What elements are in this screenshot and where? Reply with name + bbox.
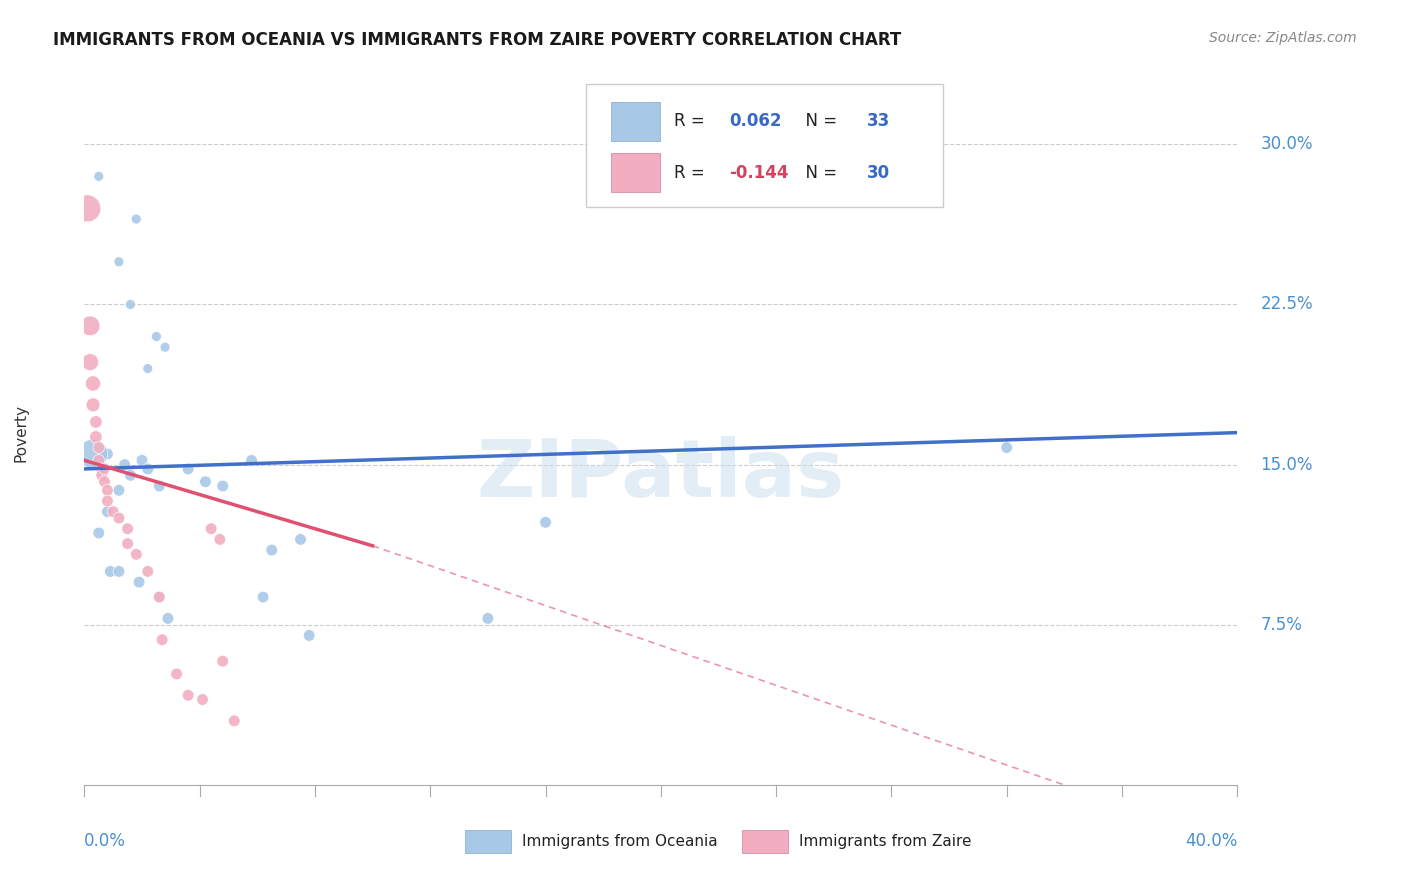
Point <box>93 462 115 476</box>
Text: R =: R = <box>673 164 710 182</box>
Point <box>995 441 1018 455</box>
Point <box>117 536 139 550</box>
Point <box>87 526 110 541</box>
Text: IMMIGRANTS FROM OCEANIA VS IMMIGRANTS FROM ZAIRE POVERTY CORRELATION CHART: IMMIGRANTS FROM OCEANIA VS IMMIGRANTS FR… <box>53 31 901 49</box>
Point <box>120 468 142 483</box>
Text: N =: N = <box>794 112 842 130</box>
Text: Immigrants from Zaire: Immigrants from Zaire <box>799 834 972 849</box>
Point <box>87 169 110 184</box>
Point <box>166 667 188 681</box>
Text: 7.5%: 7.5% <box>1260 615 1302 634</box>
Point <box>148 479 170 493</box>
Point <box>252 590 274 604</box>
Point <box>145 329 167 343</box>
Text: N =: N = <box>794 164 842 182</box>
Point <box>477 611 499 625</box>
Point <box>96 494 118 508</box>
Point <box>136 565 159 579</box>
Text: 15.0%: 15.0% <box>1260 456 1313 474</box>
Point <box>148 590 170 604</box>
Point <box>211 654 233 668</box>
Point <box>114 458 136 472</box>
Point <box>82 398 104 412</box>
Point <box>211 479 233 493</box>
Point <box>208 533 231 547</box>
Point <box>82 447 104 461</box>
Point <box>125 212 148 227</box>
Point <box>534 516 557 530</box>
Point <box>93 475 115 489</box>
Point <box>148 590 170 604</box>
Point <box>108 511 131 525</box>
Point <box>177 462 200 476</box>
Point <box>128 575 150 590</box>
FancyBboxPatch shape <box>612 153 659 192</box>
Point <box>90 462 112 476</box>
Point <box>194 475 217 489</box>
Point <box>87 441 110 455</box>
Point <box>103 505 124 519</box>
Point <box>224 714 246 728</box>
Point <box>96 483 118 498</box>
Point <box>136 462 159 476</box>
Text: 22.5%: 22.5% <box>1260 295 1313 313</box>
Point <box>82 376 104 391</box>
FancyBboxPatch shape <box>465 830 510 853</box>
Point <box>76 202 98 216</box>
Point <box>96 447 118 461</box>
Point <box>98 565 121 579</box>
Point <box>79 318 101 333</box>
Point <box>79 355 101 369</box>
Point <box>200 522 222 536</box>
Point <box>96 505 118 519</box>
Point <box>90 468 112 483</box>
Point <box>84 430 107 444</box>
Text: Poverty: Poverty <box>14 403 28 462</box>
Point <box>108 565 131 579</box>
Text: R =: R = <box>673 112 710 130</box>
Point <box>136 361 159 376</box>
Point <box>131 453 153 467</box>
Point <box>260 543 283 558</box>
Text: 33: 33 <box>868 112 890 130</box>
Text: Source: ZipAtlas.com: Source: ZipAtlas.com <box>1209 31 1357 45</box>
Point <box>240 453 263 467</box>
Point <box>191 692 214 706</box>
Point <box>290 533 312 547</box>
Point <box>156 611 179 625</box>
Point <box>177 688 200 702</box>
Point <box>120 297 142 311</box>
Point <box>153 340 176 354</box>
FancyBboxPatch shape <box>741 830 787 853</box>
Text: 0.0%: 0.0% <box>84 832 127 850</box>
Text: 30: 30 <box>868 164 890 182</box>
Text: ZIPatlas: ZIPatlas <box>477 436 845 514</box>
Text: -0.144: -0.144 <box>728 164 789 182</box>
Text: Immigrants from Oceania: Immigrants from Oceania <box>523 834 718 849</box>
Text: 30.0%: 30.0% <box>1260 136 1313 153</box>
Text: 0.062: 0.062 <box>728 112 782 130</box>
Point <box>108 254 131 268</box>
Point <box>108 483 131 498</box>
Point <box>298 628 321 642</box>
Point <box>87 453 110 467</box>
Text: 40.0%: 40.0% <box>1185 832 1237 850</box>
FancyBboxPatch shape <box>586 84 943 207</box>
Point <box>125 547 148 561</box>
FancyBboxPatch shape <box>612 102 659 141</box>
Point <box>150 632 173 647</box>
Point <box>117 522 139 536</box>
Point <box>84 415 107 429</box>
